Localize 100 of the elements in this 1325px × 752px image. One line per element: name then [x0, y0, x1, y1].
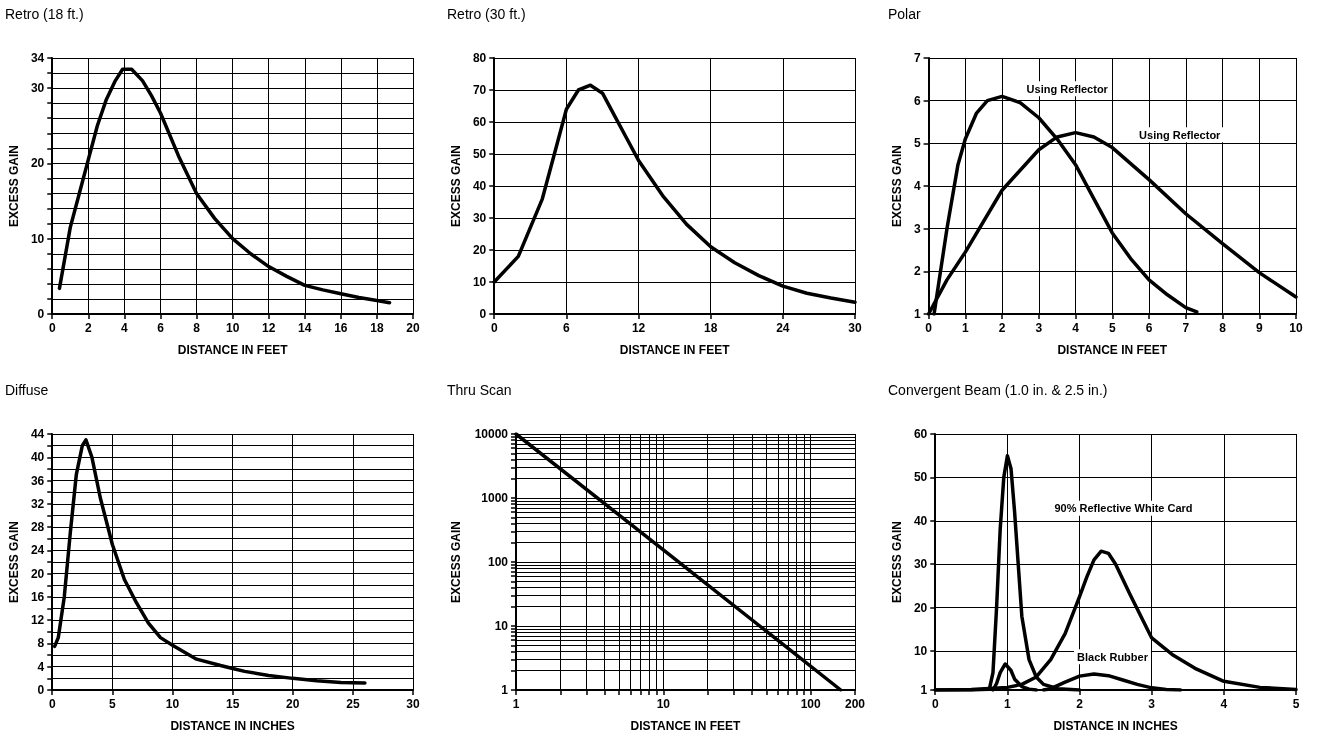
x-tick-label: 2: [998, 321, 1006, 335]
y-tick-label: 50: [472, 147, 487, 161]
y-tick-label: 34: [30, 51, 45, 65]
y-tick-label: 40: [472, 179, 487, 193]
y-tick-label: 10: [472, 275, 487, 289]
y-tick-label: 10: [913, 643, 928, 658]
x-axis-title: DISTANCE IN FEET: [177, 343, 289, 357]
x-tick-label: 15: [225, 697, 240, 711]
x-tick-label: 1: [961, 321, 969, 335]
y-tick-label: 20: [30, 156, 45, 171]
y-tick-label: 24: [30, 543, 45, 558]
x-tick-label: 20: [286, 697, 300, 711]
y-tick-label: 4: [913, 179, 921, 193]
x-tick-label: 6: [157, 321, 165, 335]
y-tick-label: 10: [494, 619, 509, 633]
x-tick-label: 10: [225, 321, 240, 335]
y-tick-label: 32: [30, 496, 45, 511]
y-tick-label: 30: [30, 81, 45, 96]
y-tick-label: 0: [479, 307, 487, 321]
x-tick-label: 6: [563, 321, 571, 335]
chart-title: Thru Scan: [447, 382, 512, 398]
x-tick-label: 2: [84, 321, 92, 335]
y-tick-label: 4: [37, 659, 45, 674]
x-tick-label: 3: [1148, 697, 1156, 711]
y-tick-label: 60: [913, 427, 928, 441]
y-tick-label: 6: [913, 93, 921, 108]
y-tick-label: 70: [472, 83, 487, 97]
y-tick-label: 10000: [474, 427, 509, 441]
y-tick-label: 30: [472, 211, 487, 225]
y-tick-label: 30: [913, 557, 928, 572]
chart-title: Convergent Beam (1.0 in. & 2.5 in.): [888, 382, 1108, 398]
x-axis-title: DISTANCE IN INCHES: [1053, 719, 1178, 733]
y-tick-label: 80: [472, 51, 487, 65]
x-tick-label: 1: [512, 697, 520, 711]
y-tick-label: 0: [37, 307, 45, 321]
y-axis-title: EXCESS GAIN: [7, 520, 21, 604]
x-tick-label: 12: [262, 321, 276, 335]
x-tick-label: 24: [776, 321, 790, 335]
x-tick-label: 200: [844, 697, 866, 711]
y-tick-label: 10: [30, 231, 45, 246]
chart-title: Retro (18 ft.): [5, 6, 84, 22]
y-tick-label: 0: [37, 683, 45, 697]
x-tick-label: 4: [121, 321, 129, 335]
x-tick-label: 100: [800, 697, 821, 711]
y-tick-label: 20: [30, 566, 45, 581]
x-tick-label: 16: [334, 321, 348, 335]
x-axis-title: DISTANCE IN FEET: [630, 719, 742, 733]
chart-title: Retro (30 ft.): [447, 6, 526, 22]
y-tick-label: 1: [501, 683, 509, 697]
y-tick-label: 16: [30, 589, 45, 604]
y-tick-label: 36: [30, 473, 45, 488]
x-tick-label: 25: [346, 697, 360, 711]
x-tick-label: 30: [848, 321, 862, 335]
y-tick-label: 7: [913, 51, 921, 65]
x-tick-label: 7: [1182, 321, 1190, 335]
x-tick-label: 18: [704, 321, 718, 335]
y-axis-title: EXCESS GAIN: [7, 144, 21, 228]
annotation: 90% Reflective White Card: [1054, 502, 1193, 515]
y-tick-label: 3: [913, 221, 921, 236]
y-tick-label: 100: [487, 555, 509, 569]
x-axis-title: DISTANCE IN INCHES: [170, 719, 295, 733]
chart-title: Diffuse: [5, 382, 49, 398]
y-tick-label: 50: [913, 470, 928, 485]
y-tick-label: 1: [913, 307, 921, 321]
x-tick-label: 5: [109, 697, 117, 711]
y-tick-label: 2: [913, 264, 921, 279]
x-tick-label: 10: [165, 697, 180, 711]
x-axis-title: DISTANCE IN FEET: [619, 343, 731, 357]
x-tick-label: 3: [1035, 321, 1043, 335]
x-tick-label: 10: [1289, 321, 1303, 335]
x-tick-label: 0: [48, 697, 56, 711]
x-tick-label: 20: [406, 321, 420, 335]
x-tick-label: 0: [48, 321, 56, 335]
x-tick-label: 5: [1108, 321, 1116, 335]
annotation: Black Rubber: [1077, 650, 1149, 663]
y-tick-label: 44: [30, 427, 45, 441]
y-tick-label: 40: [913, 513, 928, 528]
y-tick-label: 20: [913, 600, 928, 615]
x-tick-label: 4: [1072, 321, 1080, 335]
x-tick-label: 5: [1292, 697, 1300, 711]
y-tick-label: 1: [920, 683, 928, 697]
x-axis-title: DISTANCE IN FEET: [1057, 343, 1168, 357]
chart-title: Polar: [888, 6, 922, 22]
x-tick-label: 30: [406, 697, 420, 711]
y-axis-title: EXCESS GAIN: [890, 144, 904, 228]
y-tick-label: 40: [30, 450, 45, 465]
x-tick-label: 12: [631, 321, 646, 335]
x-tick-label: 0: [931, 697, 939, 711]
x-tick-label: 14: [298, 321, 312, 335]
y-tick-label: 28: [30, 520, 45, 535]
annotation: Using Reflector: [1026, 82, 1109, 95]
y-tick-label: 60: [472, 115, 487, 129]
x-tick-label: 10: [656, 697, 671, 711]
x-tick-label: 9: [1255, 321, 1263, 335]
x-tick-label: 4: [1220, 697, 1228, 711]
x-tick-label: 2: [1076, 697, 1084, 711]
y-tick-label: 20: [472, 243, 487, 257]
x-tick-label: 18: [370, 321, 384, 335]
y-tick-label: 1000: [481, 491, 509, 505]
y-tick-label: 8: [37, 636, 45, 651]
